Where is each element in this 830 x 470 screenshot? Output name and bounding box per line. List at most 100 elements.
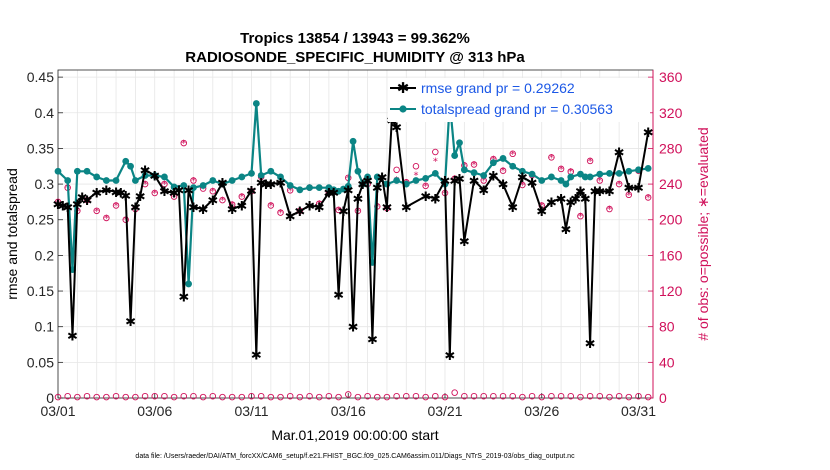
rmse-point: ✱ <box>338 205 349 220</box>
y-right-tick-label: 0 <box>659 390 667 406</box>
totalspread-point <box>625 167 633 175</box>
totalspread-point <box>349 137 357 145</box>
obs-possible-marker <box>238 393 246 401</box>
rmse-point: ✱ <box>352 192 363 207</box>
totalspread-point <box>190 184 197 192</box>
obs-possible-marker <box>499 392 507 400</box>
rmse-point: ✱ <box>120 189 131 204</box>
obs-possible-marker <box>306 392 313 400</box>
totalspread-point <box>518 167 526 175</box>
obs-possible-marker <box>364 392 371 400</box>
obs-possible-marker <box>219 393 226 401</box>
rmse-point: ✱ <box>459 235 470 250</box>
totalspread-point <box>562 180 570 188</box>
obs-evaluated-marker: * <box>104 213 109 224</box>
obs-possible-marker <box>422 393 429 401</box>
rmse-point: ✱ <box>643 126 654 141</box>
y-right-tick-label: 320 <box>659 105 683 121</box>
obs-possible-marker <box>315 393 323 401</box>
totalspread-point <box>581 173 589 181</box>
obs-evaluated-marker: * <box>597 176 602 187</box>
obs-possible-marker <box>209 187 217 195</box>
obs-possible-marker <box>112 392 120 400</box>
y-right-tick-label: 80 <box>659 319 675 335</box>
totalspread-point <box>64 177 72 184</box>
totalspread-point <box>644 165 652 172</box>
obs-evaluated-marker: * <box>181 139 186 150</box>
rmse-point: ✱ <box>77 191 88 206</box>
obs-possible-marker <box>548 392 555 400</box>
obs-evaluated-marker: * <box>413 171 418 182</box>
rmse-point: ✱ <box>527 177 538 192</box>
obs-evaluated-marker: * <box>268 201 273 212</box>
rmse-point: ✱ <box>125 315 136 330</box>
obs-possible-marker <box>296 393 304 401</box>
obs-possible-marker <box>286 392 294 400</box>
rmse-point: ✱ <box>314 201 325 216</box>
totalspread-point <box>161 173 168 181</box>
totalspread-point <box>228 177 236 184</box>
obs-possible-marker <box>470 392 478 400</box>
rmse-point: ✱ <box>101 184 112 199</box>
rmse-point: ✱ <box>115 187 126 202</box>
rmse-point: ✱ <box>135 190 146 205</box>
obs-evaluated-marker: * <box>559 164 564 175</box>
totalspread-point <box>499 155 507 162</box>
rmse-point: ✱ <box>614 146 625 161</box>
totalspread-point <box>344 182 352 190</box>
obs-possible-marker <box>354 393 362 401</box>
x-tick-label: 03/01 <box>40 403 75 419</box>
totalspread-point <box>112 177 120 184</box>
rmse-point: ✱ <box>72 198 83 213</box>
obs-possible-marker <box>403 392 410 400</box>
obs-possible-marker <box>412 163 420 170</box>
obs-evaluated-marker: * <box>220 196 225 207</box>
obs-evaluated-marker: * <box>56 197 61 208</box>
obs-evaluated-marker: * <box>201 184 206 195</box>
obs-evaluated-marker: * <box>626 190 631 201</box>
rmse-point: ✱ <box>575 185 586 200</box>
totalspread-point <box>489 159 497 167</box>
obs-possible-marker <box>490 392 497 400</box>
obs-possible-marker <box>606 205 613 213</box>
obs-possible-marker <box>277 209 284 216</box>
totalspread-point <box>596 170 604 178</box>
rmse-point: ✱ <box>53 198 64 213</box>
obs-possible-marker <box>93 393 100 401</box>
obs-possible-marker <box>141 392 149 400</box>
totalspread-point <box>185 280 193 288</box>
x-tick-label: 03/26 <box>524 403 559 419</box>
obs-possible-marker <box>509 150 516 158</box>
obs-evaluated-marker: * <box>568 167 573 178</box>
series-layer: * * * * * * * * * * * * * * * * * * * * * * * * * * * * * * * * * * * * * * * *… <box>53 98 654 401</box>
obs-possible-marker <box>586 157 594 165</box>
obs-possible-marker <box>180 392 188 400</box>
totalspread-point <box>306 184 313 192</box>
obs-possible-marker <box>441 393 449 401</box>
totalspread-point <box>296 186 304 194</box>
rmse-point: ✱ <box>498 178 509 193</box>
obs-evaluated-marker: * <box>520 180 525 191</box>
totalspread-point <box>538 177 546 184</box>
x-tick-label: 03/16 <box>331 403 366 419</box>
data-file-footnote: data file: /Users/raeder/DAI/ATM_forcXX/… <box>135 453 575 460</box>
obs-possible-marker <box>199 393 207 401</box>
totalspread-point <box>373 173 381 181</box>
rmse-point: ✱ <box>82 194 93 209</box>
y-tick-label: 0.45 <box>27 69 54 85</box>
y-tick-label: 0.2 <box>35 247 55 263</box>
rmse-point: ✱ <box>236 199 247 214</box>
obs-evaluated-marker: * <box>481 176 486 187</box>
rmse-point: ✱ <box>594 185 605 200</box>
obs-possible-marker <box>335 393 342 401</box>
obs-possible-marker <box>644 393 652 401</box>
obs-possible-marker <box>248 392 255 400</box>
obs-evaluated-marker: * <box>510 149 515 160</box>
obs-evaluated-marker: * <box>94 206 99 217</box>
obs-possible-marker <box>74 393 81 401</box>
obs-possible-marker <box>344 391 352 398</box>
obs-possible-marker <box>257 392 265 400</box>
obs-evaluated-marker: * <box>501 166 506 177</box>
obs-possible-marker <box>393 392 400 400</box>
